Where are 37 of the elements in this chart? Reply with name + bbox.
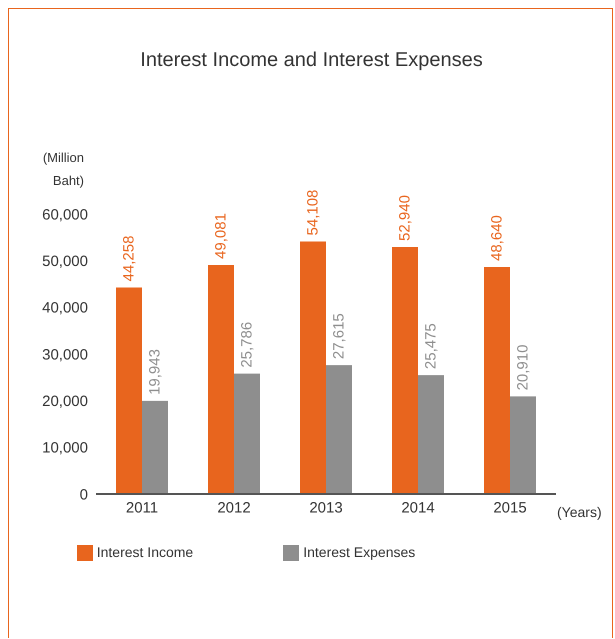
chart-title: Interest Income and Interest Expenses <box>139 49 484 72</box>
bar <box>510 396 536 494</box>
bar <box>484 267 510 494</box>
bar <box>208 264 234 494</box>
bar <box>234 374 260 494</box>
x-tick-label: 2015 <box>493 500 527 517</box>
data-label: 54,108 <box>304 190 322 236</box>
legend-label: Interest Income <box>96 544 194 560</box>
data-label: 25,475 <box>422 323 440 370</box>
data-label: 19,943 <box>146 349 164 395</box>
bar <box>142 400 168 494</box>
y-tick-label: 40,000 <box>42 300 88 317</box>
data-label: 25,786 <box>238 322 256 368</box>
y-tick-label: 0 <box>80 486 88 504</box>
x-axis-title: (Years) <box>557 504 602 520</box>
y-tick-label: 60,000 <box>42 206 88 224</box>
data-label: 48,640 <box>488 215 506 262</box>
x-tick-label: 2012 <box>217 500 251 517</box>
bar <box>326 365 352 494</box>
legend-label: Interest Expenses <box>303 544 416 560</box>
data-label: 52,940 <box>396 195 414 241</box>
y-tick-label: 30,000 <box>42 346 88 364</box>
y-axis-title: (Million Baht) <box>42 149 84 190</box>
bar <box>392 246 418 494</box>
bar <box>418 375 444 494</box>
x-tick-label: 2013 <box>309 500 343 517</box>
data-label: 27,615 <box>330 313 348 360</box>
bar <box>116 287 142 494</box>
data-label: 20,910 <box>514 344 532 390</box>
x-tick-label: 2014 <box>401 500 435 517</box>
y-tick-label: 10,000 <box>42 440 88 457</box>
data-label: 49,081 <box>212 213 230 259</box>
data-label: 44,258 <box>120 236 138 282</box>
bar <box>300 241 326 494</box>
y-tick-label: 20,000 <box>42 392 88 410</box>
x-tick-label: 2011 <box>126 500 158 517</box>
y-tick-label: 50,000 <box>42 252 88 270</box>
